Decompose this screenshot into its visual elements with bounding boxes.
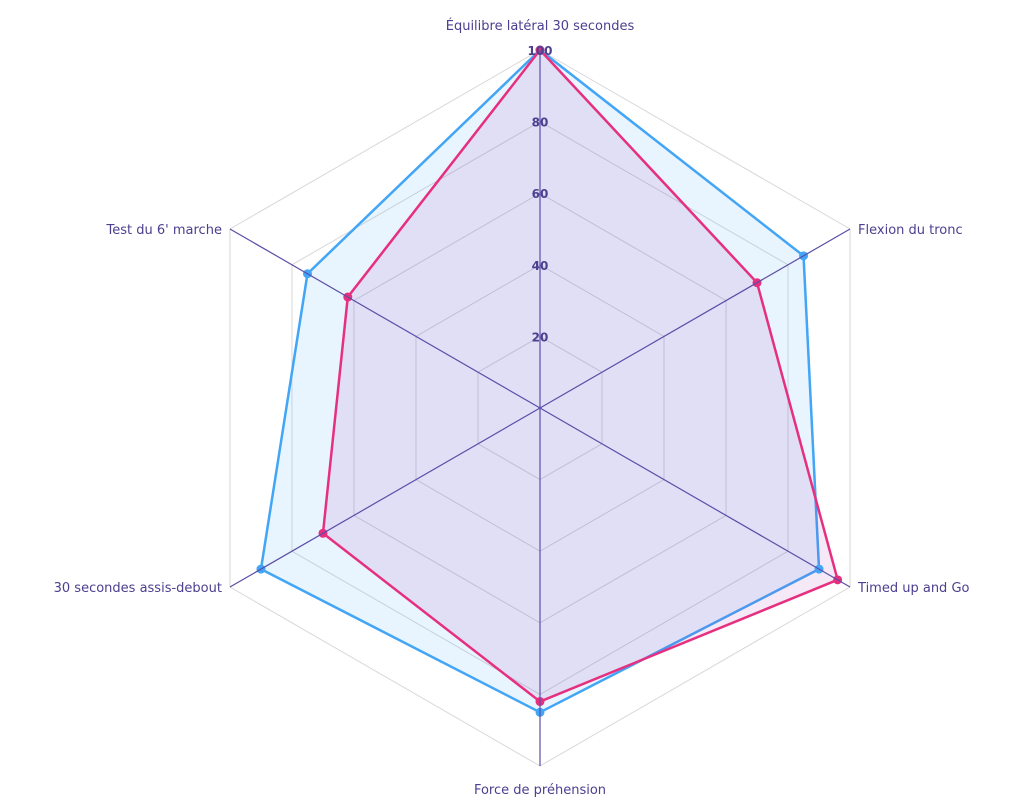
radar-axes <box>229 50 851 766</box>
tick-label-100: 100 <box>527 44 552 58</box>
axis-label-1: Équilibre latéral 30 secondes <box>446 18 635 34</box>
axis-spoke-5 <box>229 407 541 588</box>
axis-label-6: Test du 6' marche <box>106 223 222 238</box>
radar-labels: 20 40 60 80 100 Équilibre latéral 30 secondes… <box>54 18 970 798</box>
axis-label-5: 30 secondes assis-debout <box>54 581 222 596</box>
tick-label-40: 40 <box>532 259 549 273</box>
tick-label-80: 80 <box>532 116 549 130</box>
axis-spoke-6 <box>229 228 541 409</box>
axis-label-3: Timed up and Go <box>857 581 969 596</box>
radar-series <box>256 45 843 717</box>
axis-spoke-3 <box>539 407 851 588</box>
axis-label-4: Force de préhension <box>474 783 606 798</box>
axis-spoke-2 <box>539 228 851 409</box>
tick-label-60: 60 <box>532 187 549 201</box>
tick-label-20: 20 <box>532 330 549 344</box>
axis-label-2: Flexion du tronc <box>858 223 963 238</box>
